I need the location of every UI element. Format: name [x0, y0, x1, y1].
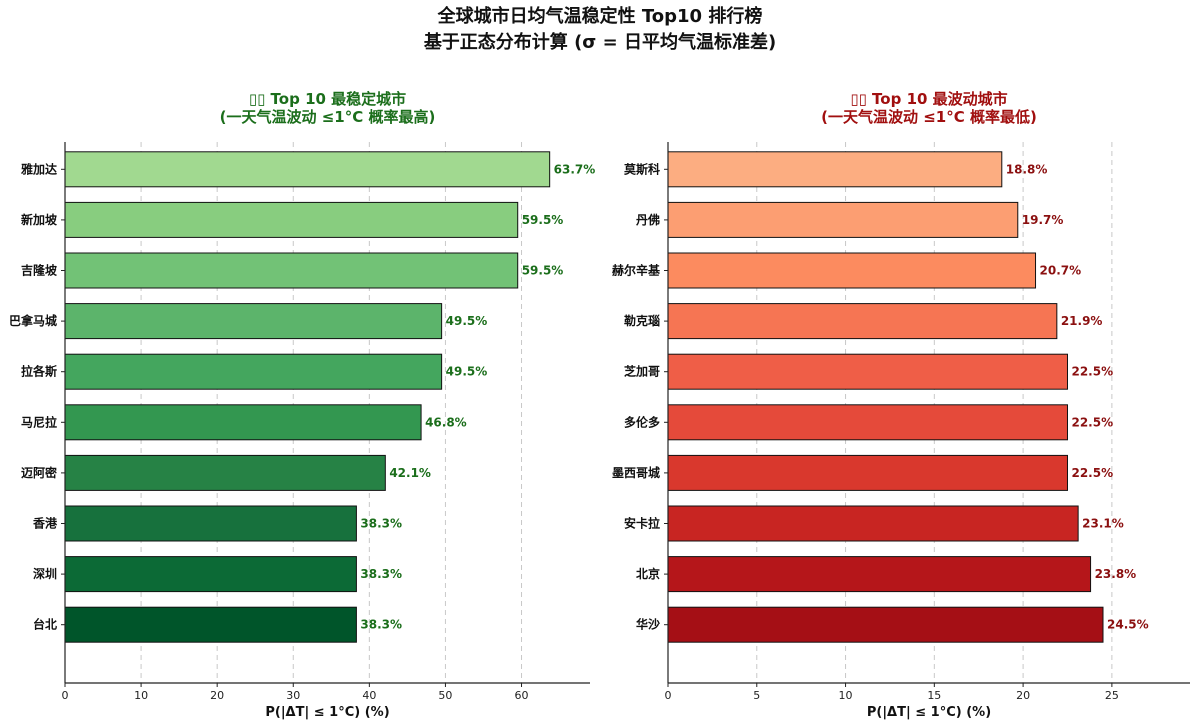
left-x-tick-label: 20: [210, 689, 224, 702]
right-x-tick-label: 0: [665, 689, 672, 702]
left-bar: [64, 404, 422, 441]
right-x-tick-label: 10: [839, 689, 853, 702]
right-value-label: 24.5%: [1107, 618, 1149, 632]
left-category-label: 深圳: [33, 566, 57, 581]
left-panel-title-line1: ▯▯ Top 10 最稳定城市: [249, 90, 406, 108]
left-category-label: 巴拿马城: [9, 313, 57, 328]
left-value-label: 63.7%: [554, 162, 596, 176]
left-category-label: 新加坡: [21, 212, 58, 227]
left-category-label: 台北: [33, 617, 57, 632]
right-bar: [667, 252, 1037, 289]
left-category-label: 迈阿密: [21, 465, 57, 480]
right-category-label: 墨西哥城: [612, 465, 660, 480]
left-bar: [64, 151, 551, 188]
left-value-label: 38.3%: [360, 618, 402, 632]
right-value-label: 22.5%: [1071, 365, 1113, 379]
right-bar: [667, 151, 1003, 188]
right-bar: [667, 606, 1104, 643]
right-bar: [667, 556, 1092, 593]
right-bar: [667, 505, 1079, 542]
left-bar: [64, 454, 386, 491]
right-bar: [667, 404, 1068, 441]
right-x-tick-label: 25: [1105, 689, 1119, 702]
right-bar: [667, 303, 1058, 340]
right-x-axis-label: P(|ΔT| ≤ 1°C) (%): [867, 705, 991, 720]
right-value-label: 21.9%: [1061, 314, 1103, 328]
left-x-tick-label: 30: [286, 689, 300, 702]
right-value-label: 22.5%: [1071, 415, 1113, 429]
left-bar: [64, 556, 357, 593]
left-x-axis-label: P(|ΔT| ≤ 1°C) (%): [265, 705, 389, 720]
left-bar: [64, 252, 519, 289]
right-bar: [667, 201, 1019, 238]
left-bar: [64, 606, 357, 643]
right-category-label: 赫尔辛基: [612, 263, 661, 278]
left-value-label: 59.5%: [522, 264, 564, 278]
left-bar: [64, 505, 357, 542]
left-panel-title-line2: (一天气温波动 ≤1°C 概率最高): [220, 108, 436, 126]
right-value-label: 22.5%: [1071, 466, 1113, 480]
left-value-label: 46.8%: [425, 415, 467, 429]
right-value-label: 19.7%: [1022, 213, 1064, 227]
figure-title-line2: 基于正态分布计算 (σ = 日平均气温标准差): [423, 32, 777, 53]
right-category-label: 丹佛: [636, 212, 660, 227]
left-x-tick-label: 10: [134, 689, 148, 702]
left-x-tick-label: 0: [62, 689, 69, 702]
right-category-label: 北京: [636, 566, 660, 581]
right-value-label: 23.8%: [1095, 567, 1137, 581]
left-value-label: 59.5%: [522, 213, 564, 227]
left-category-label: 拉各斯: [21, 364, 57, 379]
left-category-label: 香港: [32, 516, 58, 531]
right-category-label: 芝加哥: [624, 364, 660, 379]
left-x-tick-label: 40: [362, 689, 376, 702]
right-x-tick-label: 5: [753, 689, 760, 702]
left-value-label: 49.5%: [446, 365, 488, 379]
right-value-label: 20.7%: [1040, 264, 1082, 278]
left-category-label: 雅加达: [20, 161, 57, 176]
right-panel-title-line2: (一天气温波动 ≤1°C 概率最低): [821, 108, 1037, 126]
right-bar: [667, 454, 1068, 491]
left-value-label: 38.3%: [360, 517, 402, 531]
right-panel-title-line1: ▯▯ Top 10 最波动城市: [850, 90, 1007, 108]
figure-title-line1: 全球城市日均气温稳定性 Top10 排行榜: [437, 6, 763, 27]
left-category-label: 马尼拉: [21, 414, 57, 429]
right-category-label: 安卡拉: [624, 516, 660, 531]
right-category-label: 莫斯科: [624, 161, 660, 176]
right-category-label: 勒克瑙: [624, 313, 660, 328]
right-value-label: 18.8%: [1006, 162, 1048, 176]
right-category-label: 多伦多: [624, 414, 660, 429]
figure-title: 全球城市日均气温稳定性 Top10 排行榜 基于正态分布计算 (σ = 日平均气…: [0, 4, 1200, 56]
left-x-tick-label: 50: [438, 689, 452, 702]
left-bar: [64, 303, 443, 340]
left-value-label: 42.1%: [389, 466, 431, 480]
right-bar: [667, 353, 1068, 390]
right-x-tick-label: 15: [927, 689, 941, 702]
left-category-label: 吉隆坡: [21, 263, 58, 278]
right-category-label: 华沙: [636, 617, 660, 632]
right-x-tick-label: 20: [1016, 689, 1030, 702]
left-bar: [64, 201, 519, 238]
right-value-label: 23.1%: [1082, 517, 1124, 531]
left-value-label: 49.5%: [446, 314, 488, 328]
left-bar: [64, 353, 443, 390]
left-x-tick-label: 60: [515, 689, 529, 702]
left-value-label: 38.3%: [360, 567, 402, 581]
